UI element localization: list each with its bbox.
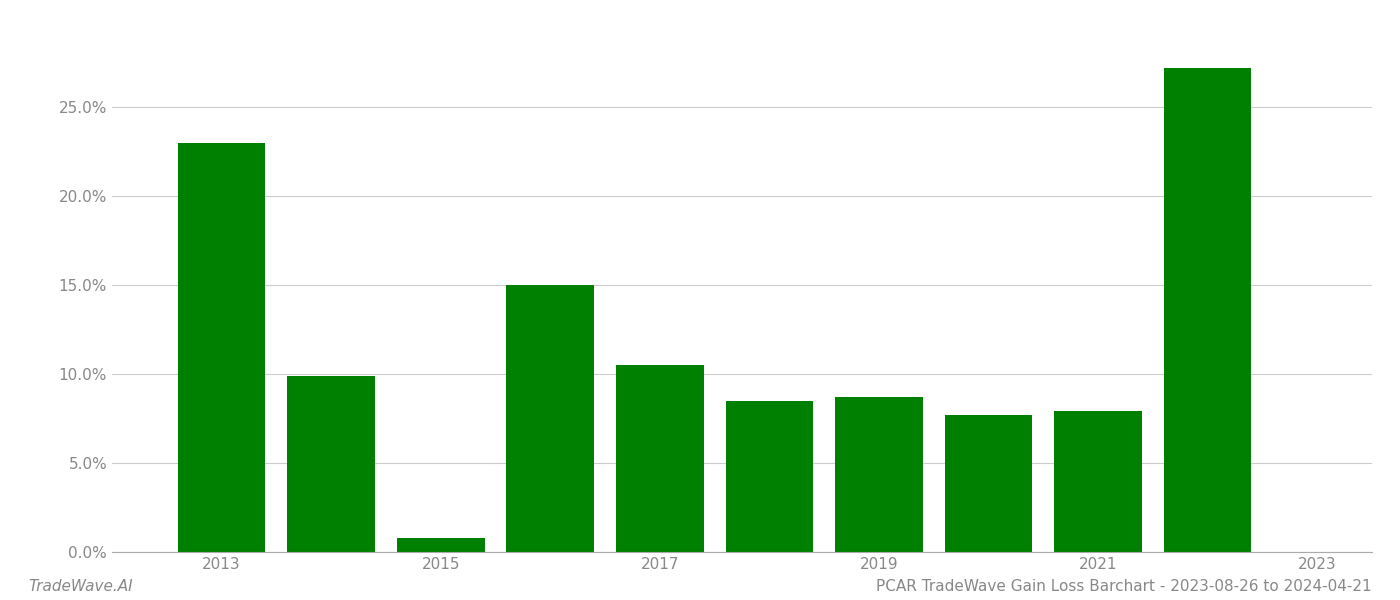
Text: PCAR TradeWave Gain Loss Barchart - 2023-08-26 to 2024-04-21: PCAR TradeWave Gain Loss Barchart - 2023… [876,579,1372,594]
Bar [836,397,923,552]
Bar [1163,68,1252,552]
Bar [287,376,375,552]
Bar [1054,412,1142,552]
Bar [616,365,704,552]
Bar [396,538,484,552]
Bar [945,415,1032,552]
Bar [507,285,594,552]
Bar [178,143,266,552]
Bar [725,401,813,552]
Text: TradeWave.AI: TradeWave.AI [28,579,133,594]
